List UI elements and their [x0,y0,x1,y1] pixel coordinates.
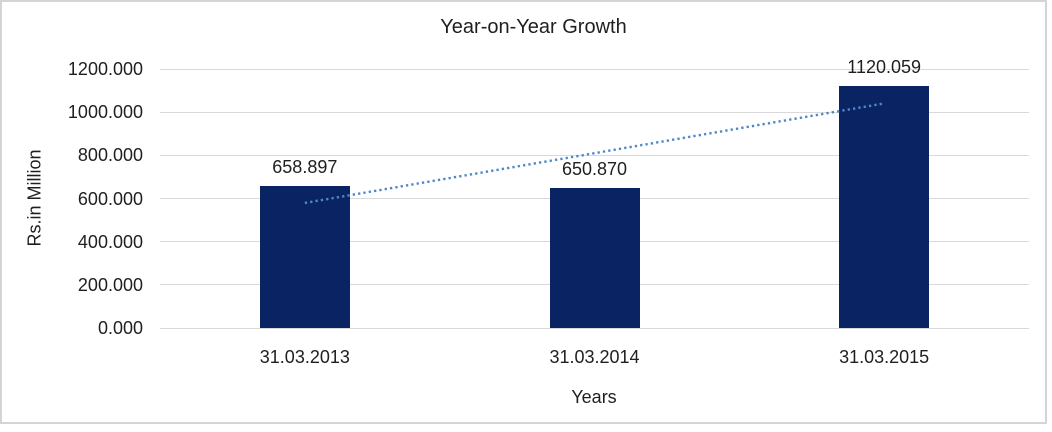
gridline [160,327,1029,329]
y-axis-tick-label: 800.000 [77,145,143,166]
y-axis-tick-label: 1200.000 [67,59,143,79]
gridline [160,68,1029,70]
plot-area: 658.897 650.870 1120.059 [160,57,1029,329]
bar-31.03.2013 [259,185,350,328]
x-axis-tick-label: 31.03.2015 [839,347,930,367]
y-axis-tick-label: 600.000 [77,188,143,209]
x-axis-tick-labels: 31.03.2013 31.03.2014 31.03.2015 [0,346,1052,368]
y-axis-tick-label: 400.000 [77,231,143,252]
x-axis-tick-label: 31.03.2014 [549,347,640,367]
data-label: 1120.059 [847,57,922,78]
bar-31.03.2015 [839,86,930,328]
chart-title: Year-on-Year Growth [440,16,627,38]
x-axis-title: Years [571,387,617,407]
y-axis-tick-label: 0.000 [97,318,143,338]
y-axis-tick-label: 200.000 [77,274,143,295]
x-axis-tick-label: 31.03.2013 [259,347,350,367]
data-label: 658.897 [272,156,338,177]
bar-31.03.2014 [549,187,640,328]
y-axis-tick-label: 1000.000 [67,102,143,123]
data-label: 650.870 [561,158,628,179]
